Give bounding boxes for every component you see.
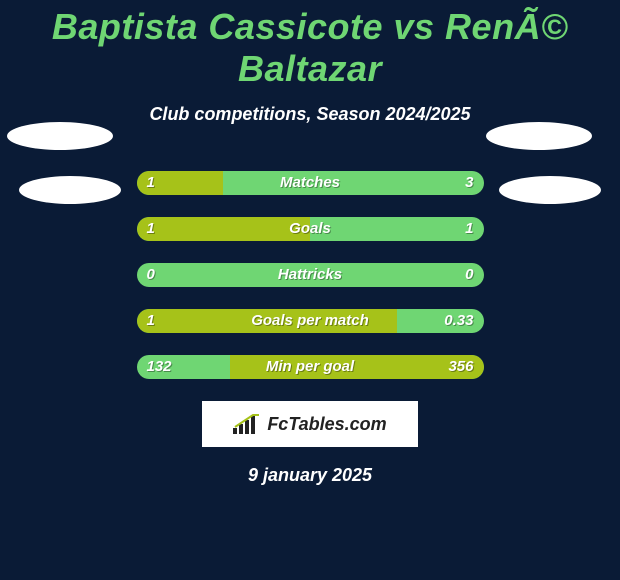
- stat-label: Hattricks: [137, 263, 484, 287]
- stat-row: 00Hattricks: [137, 263, 484, 287]
- logo-text: FcTables.com: [267, 414, 386, 435]
- stat-row: 132356Min per goal: [137, 355, 484, 379]
- stat-label: Goals per match: [137, 309, 484, 333]
- stat-row: 11Goals: [137, 217, 484, 241]
- stat-label: Min per goal: [137, 355, 484, 379]
- logo: FcTables.com: [233, 414, 386, 435]
- page-title: Baptista Cassicote vs RenÃ© Baltazar: [0, 0, 620, 90]
- comparison-card: Baptista Cassicote vs RenÃ© Baltazar Clu…: [0, 0, 620, 580]
- stat-label: Matches: [137, 171, 484, 195]
- stat-row: 10.33Goals per match: [137, 309, 484, 333]
- stat-label: Goals: [137, 217, 484, 241]
- team-oval: [486, 122, 592, 150]
- team-oval: [499, 176, 601, 204]
- bars-icon: [233, 414, 261, 434]
- stat-rows: 13Matches 11Goals 00Hattricks 10.33Goals pe…: [137, 171, 484, 379]
- date-text: 9 january 2025: [0, 465, 620, 486]
- logo-box: FcTables.com: [202, 401, 418, 447]
- team-oval: [7, 122, 113, 150]
- stat-row: 13Matches: [137, 171, 484, 195]
- team-oval: [19, 176, 121, 204]
